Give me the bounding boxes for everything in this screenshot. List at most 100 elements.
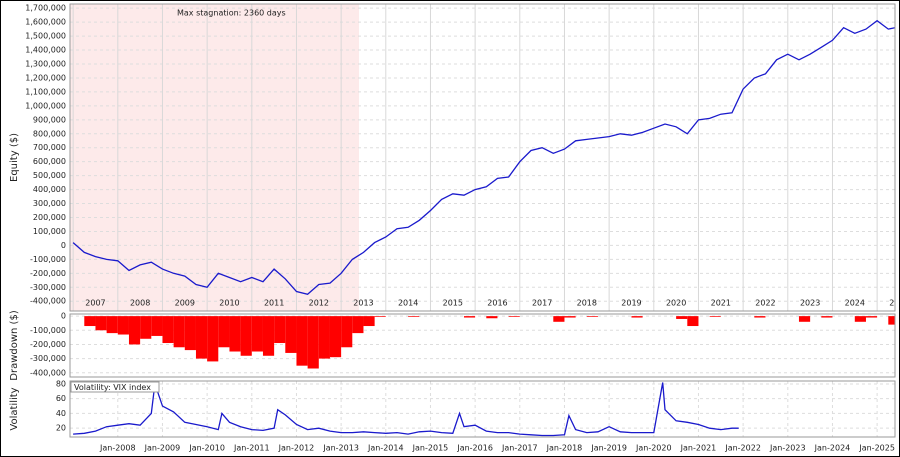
bar — [363, 316, 375, 327]
y-tick-label: -100,000 — [30, 326, 66, 335]
year-label: 2019 — [621, 299, 641, 308]
x-tick-label: Jan-2019 — [590, 444, 627, 453]
y-tick-label: 1,700,000 — [25, 4, 66, 13]
year-label: 2017 — [532, 299, 552, 308]
y-tick-label: -300,000 — [30, 354, 66, 363]
year-label: 2016 — [487, 299, 507, 308]
bar — [486, 316, 498, 319]
y-tick-label: 200,000 — [33, 213, 66, 222]
bar — [553, 316, 565, 322]
bar — [173, 316, 185, 348]
y-tick-label: -300,000 — [30, 283, 66, 292]
year-label: 2015 — [443, 299, 463, 308]
x-tick-label: Jan-2018 — [546, 444, 583, 453]
bar — [195, 316, 208, 359]
x-tick-label: Jan-2013 — [322, 444, 359, 453]
bar — [676, 316, 688, 319]
y-tick-label: 600,000 — [33, 157, 66, 166]
bar — [162, 316, 174, 344]
x-tick-label: Jan-2012 — [278, 444, 315, 453]
y-axis-title: Equity ($) — [9, 133, 20, 182]
x-tick-label: Jan-2015 — [412, 444, 449, 453]
y-tick-label: 40 — [56, 409, 66, 418]
bar — [218, 316, 230, 348]
bar — [408, 316, 420, 317]
y-axis-title: Volatility — [9, 387, 20, 430]
annotation: Max stagnation: 2360 days — [177, 9, 286, 18]
x-tick-label: Jan-2025 — [858, 444, 895, 453]
bar — [821, 316, 833, 318]
bar — [229, 316, 241, 352]
panel — [70, 315, 895, 374]
legend-label: Volatility: VIX index — [74, 383, 151, 392]
bar — [352, 316, 364, 334]
bar — [463, 316, 476, 318]
year-label: 2007 — [85, 299, 105, 308]
bar — [184, 316, 196, 351]
bar — [251, 316, 263, 352]
y-axis-title: Drawdown ($) — [9, 310, 20, 381]
bar — [84, 316, 96, 327]
bar — [117, 316, 129, 335]
bar — [274, 316, 286, 344]
x-tick-label: Jan-2022 — [724, 444, 761, 453]
y-tick-label: -200,000 — [30, 340, 66, 349]
y-tick-label: 1,300,000 — [25, 60, 66, 69]
x-tick-label: Jan-2024 — [814, 444, 851, 453]
x-tick-label: Jan-2023 — [769, 444, 806, 453]
bar — [865, 316, 878, 318]
year-label: 2009 — [175, 299, 195, 308]
y-tick-label: 1,500,000 — [25, 32, 66, 41]
x-tick-label: Jan-2011 — [233, 444, 270, 453]
y-tick-label: -400,000 — [30, 368, 66, 377]
y-tick-label: 300,000 — [33, 199, 66, 208]
year-label: 2025 — [889, 299, 900, 308]
plot-frame — [69, 313, 896, 378]
year-label: 2020 — [666, 299, 686, 308]
x-tick-label: Jan-2021 — [680, 444, 717, 453]
line — [73, 382, 739, 437]
year-label: 2021 — [711, 299, 731, 308]
bar — [374, 316, 386, 317]
y-tick-label: 700,000 — [33, 143, 66, 152]
y-tick-label: 0 — [61, 241, 66, 250]
x-tick-label: Jan-2010 — [188, 444, 225, 453]
y-tick-label: 500,000 — [33, 171, 66, 180]
bar — [95, 316, 107, 331]
y-tick-label: -200,000 — [30, 269, 66, 278]
year-label: 2010 — [219, 299, 239, 308]
bar — [754, 316, 766, 318]
panel: 2007 2008 2009 2010 2011 2012 2013 2014 2015 2016… — [70, 4, 900, 311]
y-tick-label: 1,600,000 — [25, 18, 66, 27]
bar — [888, 316, 895, 325]
legend-box — [70, 381, 160, 393]
x-tick-label: Jan-2014 — [367, 444, 404, 453]
line — [72, 19, 895, 296]
year-label: 2013 — [353, 299, 373, 308]
y-tick-label: 60 — [56, 394, 66, 403]
year-label: 2022 — [755, 299, 775, 308]
bar — [140, 316, 152, 339]
bar — [151, 316, 163, 336]
bar — [631, 316, 643, 318]
bar — [854, 316, 866, 322]
bar — [508, 316, 520, 317]
year-label: 2011 — [264, 299, 284, 308]
x-tick-label: Jan-2009 — [144, 444, 181, 453]
y-tick-label: 1,200,000 — [25, 73, 66, 82]
bar — [341, 316, 353, 348]
x-tick-label: Jan-2008 — [99, 444, 136, 453]
plot-frame — [69, 380, 896, 438]
x-tick-label: Jan-2020 — [635, 444, 672, 453]
y-tick-label: 20 — [56, 424, 66, 433]
bar — [564, 316, 576, 318]
y-tick-label: 900,000 — [33, 115, 66, 124]
y-tick-label: 800,000 — [33, 129, 66, 138]
panel — [70, 381, 895, 437]
x-tick-label: Jan-2016 — [456, 444, 493, 453]
y-tick-label: 1,100,000 — [25, 87, 66, 96]
y-tick-label: 1,400,000 — [25, 46, 66, 55]
bar — [329, 316, 342, 358]
x-tick-label: Jan-2017 — [501, 444, 538, 453]
